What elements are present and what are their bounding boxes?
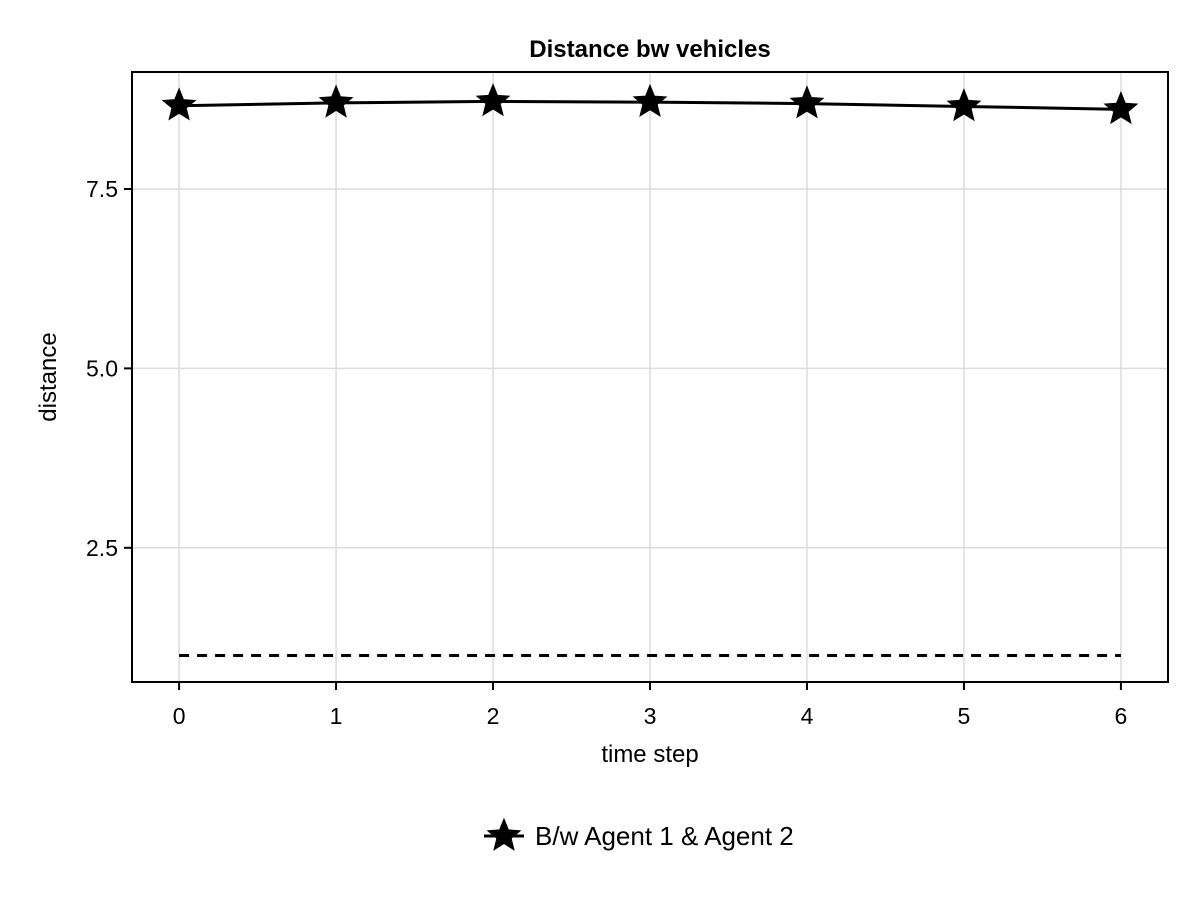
data-point-star (632, 83, 668, 117)
x-tick-label: 2 (487, 703, 500, 729)
data-point-star (475, 83, 511, 117)
legend: B/w Agent 1 & Agent 2 (484, 817, 794, 851)
x-tick-label: 5 (958, 703, 971, 729)
y-tick-label: 7.5 (86, 176, 118, 202)
x-tick-label: 4 (801, 703, 814, 729)
x-axis-label: time step (601, 741, 698, 768)
data-point-star (161, 87, 197, 121)
data-point-star (1103, 90, 1139, 125)
legend-star-marker (486, 817, 522, 851)
grid-lines (132, 72, 1168, 682)
x-axis-ticks: 0 1 2 3 4 5 6 (173, 682, 1128, 729)
legend-label: B/w Agent 1 & Agent 2 (535, 821, 794, 851)
y-tick-label: 5.0 (86, 355, 118, 381)
data-point-star (318, 84, 354, 118)
x-tick-label: 6 (1115, 703, 1128, 729)
x-tick-label: 3 (644, 703, 657, 729)
chart-title: Distance bw vehicles (529, 36, 770, 63)
data-point-star (946, 88, 982, 122)
x-tick-label: 1 (330, 703, 343, 729)
x-tick-label: 0 (173, 703, 186, 729)
series-layer (161, 83, 1139, 657)
y-axis-label: distance (35, 332, 62, 421)
data-point-star (789, 85, 825, 119)
y-tick-label: 2.5 (86, 535, 118, 561)
y-axis-ticks: 2.5 5.0 7.5 (86, 176, 132, 561)
